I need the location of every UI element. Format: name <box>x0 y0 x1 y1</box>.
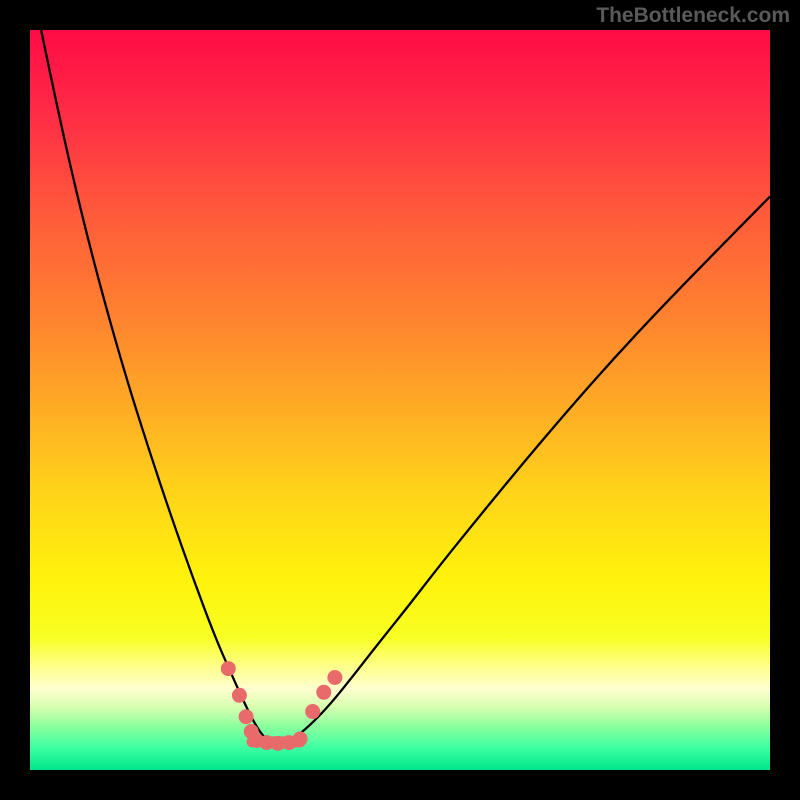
watermark-text: TheBottleneck.com <box>596 4 790 28</box>
curves-layer <box>30 30 770 770</box>
curve-left <box>41 30 274 744</box>
data-marker <box>327 670 342 685</box>
data-marker <box>293 731 308 746</box>
data-marker <box>232 688 247 703</box>
chart-frame: TheBottleneck.com <box>0 0 800 800</box>
data-marker <box>316 685 331 700</box>
marker-group <box>221 661 343 751</box>
curve-right <box>283 197 770 745</box>
data-marker <box>239 709 254 724</box>
plot-area <box>30 30 770 770</box>
data-marker <box>305 704 320 719</box>
data-marker <box>221 661 236 676</box>
